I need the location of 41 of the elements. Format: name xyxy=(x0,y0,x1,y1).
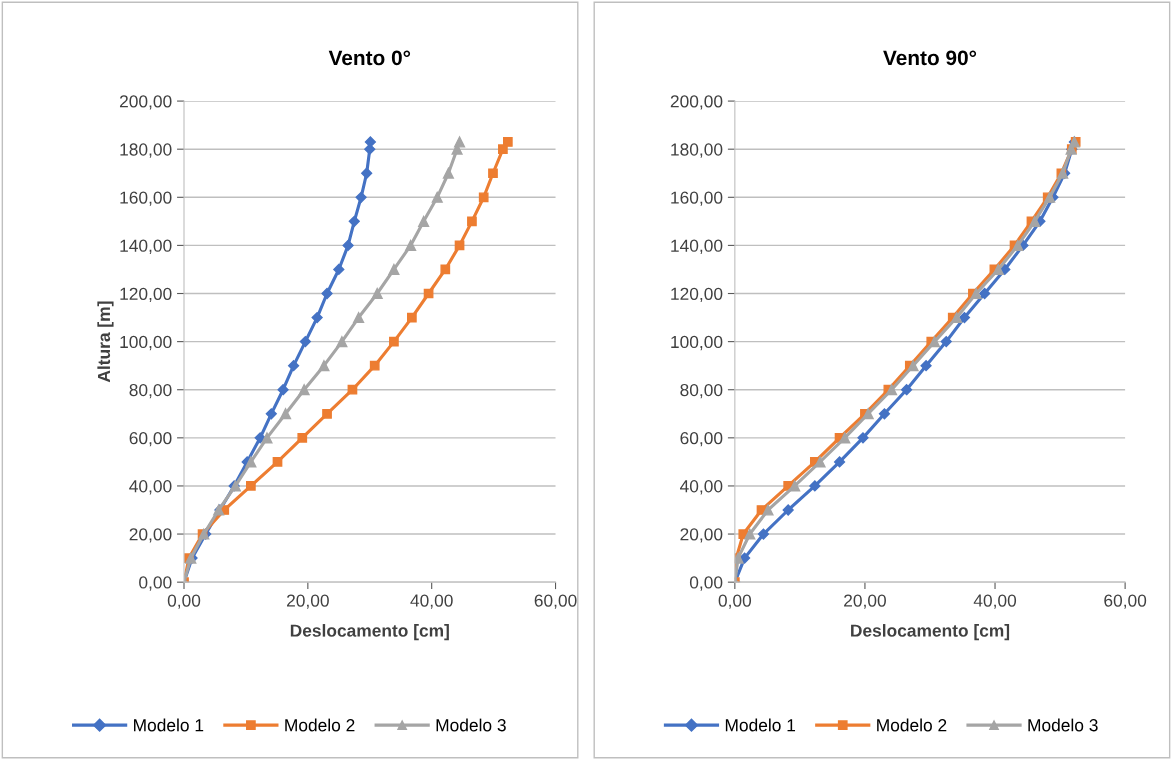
x-tick-label: 0,00 xyxy=(718,594,752,609)
y-tick-label: 100,00 xyxy=(671,335,723,351)
y-tick-label: 40,00 xyxy=(680,480,723,495)
legend-label: Modelo 1 xyxy=(134,718,204,732)
legend-label: Modelo 1 xyxy=(725,718,796,732)
chart-title: Vento 0° xyxy=(328,50,411,66)
legend-label: Modelo 2 xyxy=(877,718,947,732)
y-tick-label: 20,00 xyxy=(129,528,172,543)
y-tick-label: 180,00 xyxy=(671,143,723,158)
y-tick-label: 120,00 xyxy=(120,287,172,303)
legend-label: Modelo 2 xyxy=(285,718,355,732)
x-tick-label: 60,00 xyxy=(1104,594,1147,609)
y-tick-label: 120,00 xyxy=(671,287,723,303)
y-tick-label: 80,00 xyxy=(129,383,172,399)
y-tick-label: 40,00 xyxy=(129,480,172,495)
y-tick-label: 0,00 xyxy=(689,576,723,591)
x-axis-title: Deslocamento [cm] xyxy=(290,624,449,641)
y-tick-label: 80,00 xyxy=(680,383,723,399)
y-tick-label: 60,00 xyxy=(129,432,172,447)
x-tick-label: 40,00 xyxy=(410,594,453,609)
y-tick-label: 20,00 xyxy=(680,528,723,543)
chart-title: Vento 90° xyxy=(883,50,977,66)
x-tick-label: 20,00 xyxy=(287,594,329,609)
y-tick-label: 160,00 xyxy=(120,191,172,206)
legend-label: Modelo 3 xyxy=(436,718,506,732)
y-tick-label: 0,00 xyxy=(139,576,172,591)
x-tick-label: 40,00 xyxy=(973,594,1017,609)
y-tick-label: 100,00 xyxy=(120,335,172,351)
y-tick-label: 60,00 xyxy=(680,432,723,447)
x-axis-title: Deslocamento [cm] xyxy=(851,624,1010,641)
y-tick-label: 200,00 xyxy=(670,95,723,110)
y-tick-label: 140,00 xyxy=(120,239,172,254)
y-tick-label: 140,00 xyxy=(671,239,723,254)
x-tick-label: 20,00 xyxy=(844,594,886,609)
legend-label: Modelo 3 xyxy=(1028,718,1098,732)
y-axis-title: Altura [m] xyxy=(97,301,114,383)
x-tick-label: 60,00 xyxy=(534,594,577,609)
y-tick-label: 200,00 xyxy=(119,95,172,110)
y-tick-label: 180,00 xyxy=(120,143,172,158)
x-tick-label: 0,00 xyxy=(167,594,201,609)
y-tick-label: 160,00 xyxy=(671,191,723,206)
